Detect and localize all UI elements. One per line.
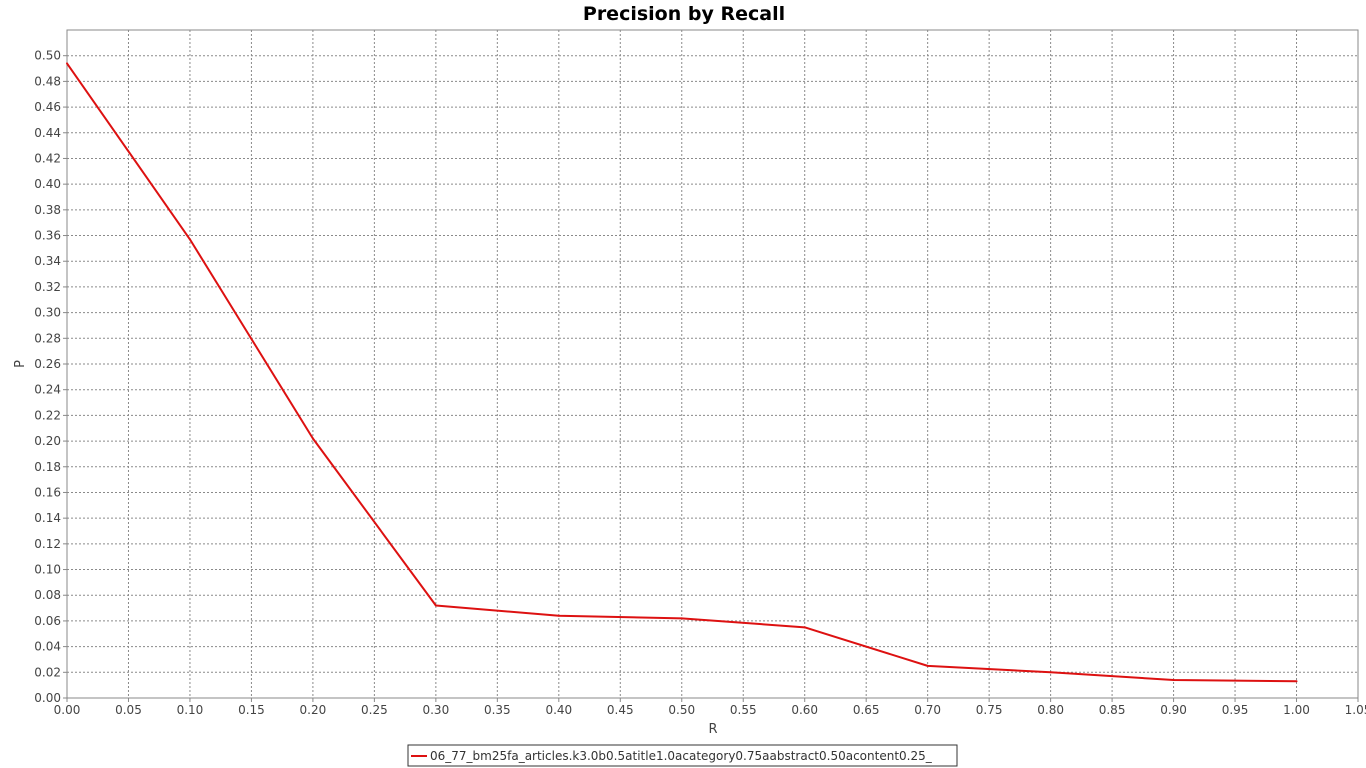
x-tick-label: 0.75 [976, 703, 1003, 717]
x-tick-label: 0.45 [607, 703, 634, 717]
y-tick-label: 0.46 [34, 100, 61, 114]
y-tick-label: 0.08 [34, 588, 61, 602]
data-point [434, 604, 437, 607]
series-layer [66, 62, 1298, 683]
data-point [803, 626, 806, 629]
data-point [311, 437, 314, 440]
data-point [1049, 671, 1052, 674]
data-point [188, 238, 191, 241]
y-tick-label: 0.44 [34, 126, 61, 140]
legend-label: 06_77_bm25fa_articles.k3.0b0.5atitle1.0a… [430, 749, 933, 763]
y-tick-label: 0.36 [34, 229, 61, 243]
x-axis-ticks: 0.00 0.05 0.10 0.15 0.20 0.25 0.30 0.35 0.40 0.45… [54, 698, 1366, 717]
x-tick-label: 0.10 [177, 703, 204, 717]
x-tick-label: 1.05 [1345, 703, 1366, 717]
data-point [66, 62, 68, 65]
x-tick-label: 0.15 [238, 703, 265, 717]
x-tick-label: 0.80 [1037, 703, 1064, 717]
x-tick-label: 0.55 [730, 703, 757, 717]
x-tick-label: 0.05 [115, 703, 142, 717]
data-point [1172, 679, 1175, 682]
x-tick-label: 0.30 [422, 703, 449, 717]
y-tick-label: 0.30 [34, 306, 61, 320]
x-tick-label: 0.85 [1099, 703, 1126, 717]
y-tick-label: 0.42 [34, 151, 61, 165]
x-tick-label: 0.95 [1222, 703, 1249, 717]
grid-lines [66, 30, 1359, 699]
y-tick-label: 0.16 [34, 485, 61, 499]
y-tick-label: 0.40 [34, 177, 61, 191]
x-tick-label: 0.20 [300, 703, 327, 717]
y-tick-label: 0.22 [34, 408, 61, 422]
data-point [557, 614, 560, 617]
x-tick-label: 0.70 [914, 703, 941, 717]
y-tick-label: 0.02 [34, 665, 61, 679]
chart-title: Precision by Recall [583, 3, 785, 25]
y-tick-label: 0.38 [34, 203, 61, 217]
y-tick-label: 0.50 [34, 49, 61, 63]
x-tick-label: 0.60 [791, 703, 818, 717]
y-tick-label: 0.20 [34, 434, 61, 448]
x-tick-label: 0.50 [668, 703, 695, 717]
legend-box [407, 744, 958, 767]
y-tick-label: 0.48 [34, 74, 61, 88]
plot-border [66, 29, 1359, 699]
x-tick-label: 0.00 [54, 703, 81, 717]
x-axis-title: R [708, 722, 717, 737]
x-tick-label: 0.65 [853, 703, 880, 717]
y-tick-label: 0.06 [34, 614, 61, 628]
y-axis-ticks: 0.00 0.02 0.04 0.06 0.08 0.10 0.12 0.14 0.16 0.18… [34, 49, 67, 705]
x-tick-label: 0.35 [484, 703, 511, 717]
x-tick-label: 0.40 [545, 703, 572, 717]
y-axis-title: P [13, 360, 28, 368]
y-tick-label: 0.00 [34, 691, 61, 705]
y-tick-label: 0.12 [34, 537, 61, 551]
y-tick-label: 0.34 [34, 254, 61, 268]
y-tick-label: 0.10 [34, 563, 61, 577]
data-point [926, 664, 929, 667]
y-tick-label: 0.26 [34, 357, 61, 371]
x-tick-label: 1.00 [1283, 703, 1310, 717]
y-tick-label: 0.28 [34, 331, 61, 345]
x-tick-label: 0.90 [1160, 703, 1187, 717]
x-tick-label: 0.25 [361, 703, 388, 717]
y-tick-label: 0.04 [34, 640, 61, 654]
y-tick-label: 0.18 [34, 460, 61, 474]
y-tick-label: 0.14 [34, 511, 61, 525]
y-tick-label: 0.24 [34, 383, 61, 397]
data-point [680, 617, 683, 620]
data-point [1295, 680, 1298, 683]
legend: 06_77_bm25fa_articles.k3.0b0.5atitle1.0a… [407, 744, 958, 767]
y-tick-label: 0.32 [34, 280, 61, 294]
